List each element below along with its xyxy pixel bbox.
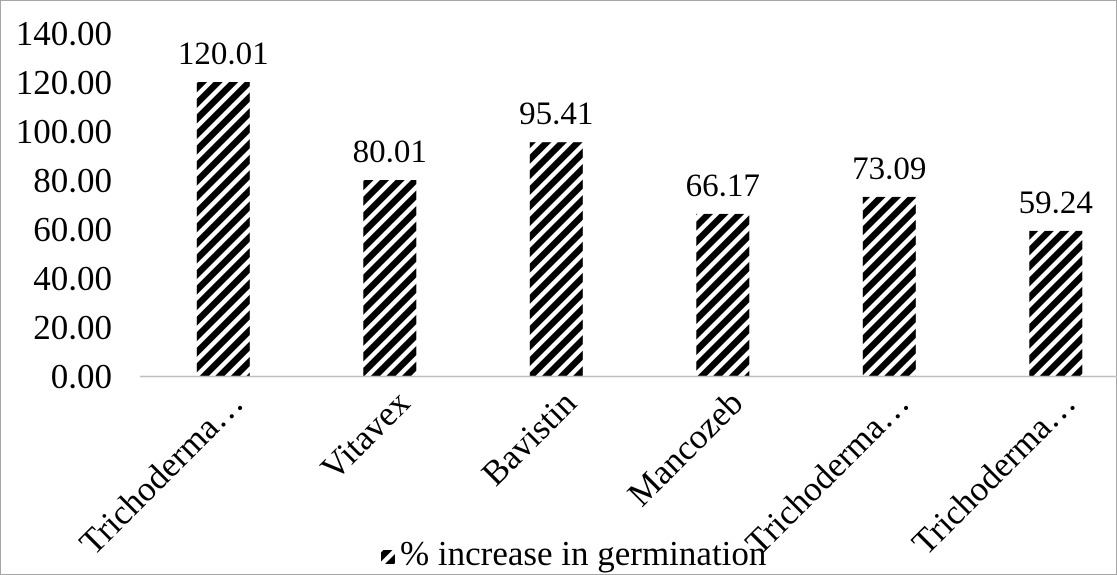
bar-mancozeb-4 — [696, 213, 750, 376]
y-tick-label-40-00: 40.00 — [33, 259, 112, 298]
data-label-vitavex-2: 80.01 — [353, 134, 427, 170]
bar-trichoderma-6 — [1029, 230, 1083, 376]
legend: % increase in germination — [381, 534, 766, 573]
y-tick-label-100-00: 100.00 — [16, 112, 112, 151]
data-labels: 120.01 80.01 95.41 66.17 73.09 59.24 — [178, 36, 1093, 221]
bars — [196, 82, 1083, 376]
y-tick-label-0-00: 0.00 — [51, 357, 112, 396]
legend-key-hatched-swatch — [381, 550, 395, 564]
data-label-mancozeb-4: 66.17 — [686, 168, 760, 204]
legend-label: % increase in germination — [400, 534, 766, 573]
y-tick-label-120-00: 120.00 — [16, 63, 112, 102]
data-label-trichoderma-5: 73.09 — [852, 151, 926, 187]
data-label-trichoderma-1: 120.01 — [178, 36, 269, 72]
y-tick-label-60-00: 60.00 — [33, 210, 112, 249]
bar-vitavex-2 — [363, 180, 417, 376]
y-tick-label-80-00: 80.00 — [33, 161, 112, 200]
y-tick-label-20-00: 20.00 — [33, 308, 112, 347]
bar-trichoderma-1 — [196, 82, 250, 376]
bar-bavistin-3 — [529, 142, 583, 376]
y-tick-label-140-00: 140.00 — [16, 14, 112, 53]
bar-trichoderma-5 — [862, 196, 916, 376]
data-label-trichoderma-6: 59.24 — [1019, 185, 1093, 221]
data-label-bavistin-3: 95.41 — [519, 96, 593, 132]
y-axis-tick-labels: 0.00 20.00 40.00 60.00 80.00 100.00 120.00 140.… — [16, 14, 112, 396]
